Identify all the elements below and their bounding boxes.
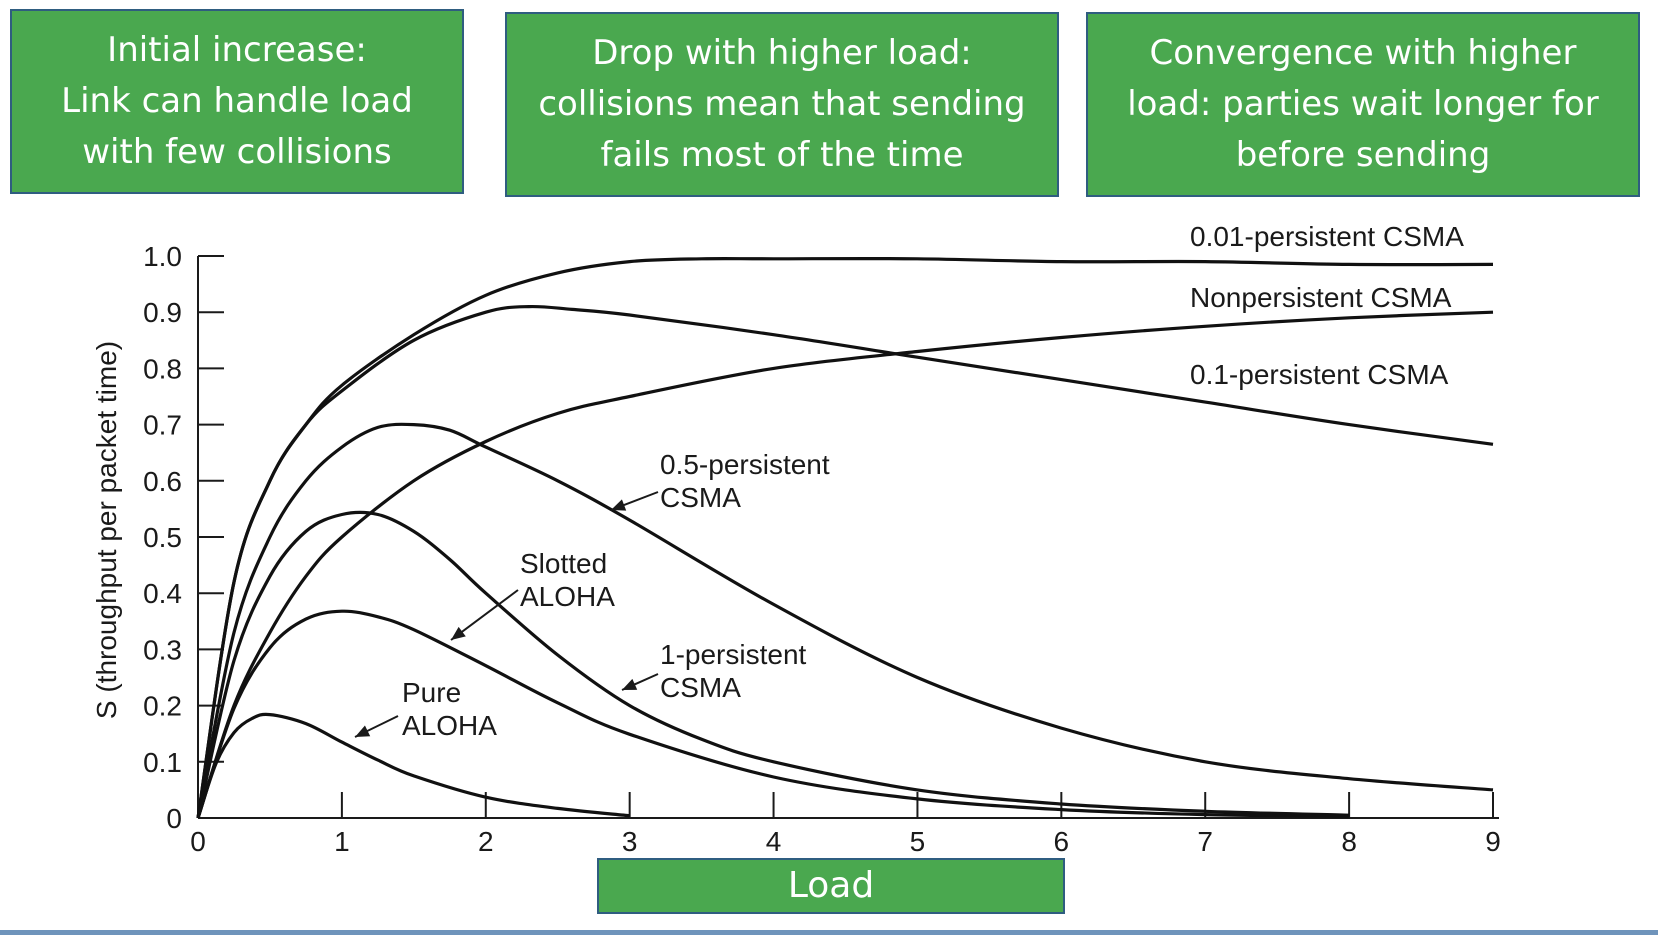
series-label-1-persistent-csma: 1-persistent	[660, 639, 807, 670]
callout-line: Initial increase:	[107, 30, 367, 70]
series-label-0-1-persistent-csma: 0.1-persistent CSMA	[1190, 359, 1449, 390]
x-tick-label: 7	[1197, 826, 1213, 857]
series-label-slotted-aloha: Slotted	[520, 548, 607, 579]
series-label-0-5-persistent-csma: CSMA	[660, 482, 741, 513]
series-label-pure-aloha: ALOHA	[402, 710, 497, 741]
y-tick-label: 1.0	[143, 241, 182, 272]
series-line-slotted-aloha	[196, 609, 1350, 819]
callout-initial-increase: Initial increase: Link can handle load w…	[10, 9, 464, 194]
y-tick-label: 0.7	[143, 410, 182, 441]
callout-line: Drop with higher load:	[592, 33, 972, 73]
callout-drop-with-higher-load: Drop with higher load: collisions mean t…	[505, 12, 1059, 197]
y-tick-label: 0.6	[143, 466, 182, 497]
x-tick-label: 6	[1054, 826, 1070, 857]
y-tick-label: 0.2	[143, 691, 182, 722]
x-tick-label: 0	[190, 826, 206, 857]
label-arrow-head	[622, 678, 638, 690]
callout-line: with few collisions	[82, 132, 392, 172]
series-line-0-1-persistent-csma	[196, 304, 1494, 819]
x-tick-label: 3	[622, 826, 638, 857]
label-arrow-head	[611, 499, 627, 511]
series-label-0-01-persistent-csma: 0.01-persistent CSMA	[1190, 221, 1464, 252]
callout-line: load: parties wait longer for	[1127, 84, 1599, 124]
x-tick-label: 9	[1485, 826, 1501, 857]
label-arrow-head	[451, 626, 466, 640]
series-label-1-persistent-csma: CSMA	[660, 672, 741, 703]
callout-line: Link can handle load	[61, 81, 413, 121]
y-axis-title: S (throughput per packet time)	[91, 341, 122, 719]
label-arrow-head	[355, 725, 371, 737]
series-line-0-01-persistent-csma	[196, 256, 1494, 819]
series-labels: 0.01-persistent CSMA Nonpersistent CSMA 0.…	[354, 221, 1464, 741]
series-label-slotted-aloha: ALOHA	[520, 581, 615, 612]
x-tick-label: 2	[478, 826, 494, 857]
y-tick-label: 0.8	[143, 353, 182, 384]
x-tick-label: 8	[1341, 826, 1357, 857]
series-line-nonpersistent-csma	[196, 310, 1494, 819]
callout-line: collisions mean that sending	[538, 84, 1026, 124]
y-tick-label: 0.9	[143, 297, 182, 328]
x-tick-label: 5	[910, 826, 926, 857]
x-tick-label: 4	[766, 826, 782, 857]
series-label-nonpersistent-csma: Nonpersistent CSMA	[1190, 282, 1452, 313]
x-tick-label: 1	[334, 826, 350, 857]
y-tick-label: 0.4	[143, 578, 182, 609]
x-axis-title: Load	[597, 858, 1065, 914]
y-tick-label: 0.5	[143, 522, 182, 553]
series-label-0-5-persistent-csma: 0.5-persistent	[660, 449, 830, 480]
axis-ticks: 0 0.1 0.2 0.3 0.4 0.5 0.6 0.7 0.8 0.9 1.0 0 1 2 3 4 5 6 7 8…	[143, 241, 1501, 857]
y-tick-label: 0.1	[143, 747, 182, 778]
callout-line: fails most of the time	[600, 135, 964, 175]
callout-line: Convergence with higher	[1149, 33, 1577, 73]
series-line-0-5-persistent-csma	[196, 422, 1494, 819]
callout-convergence: Convergence with higher load: parties wa…	[1086, 12, 1640, 197]
series-line-1-persistent-csma	[196, 510, 1350, 819]
series-line-pure-aloha	[196, 712, 630, 819]
callout-line: before sending	[1235, 135, 1491, 175]
chart-axes	[197, 256, 1499, 819]
series-label-pure-aloha: Pure	[402, 677, 461, 708]
bottom-divider	[0, 930, 1658, 935]
y-tick-label: 0.3	[143, 634, 182, 665]
y-tick-label: 0	[166, 803, 182, 834]
series-curves	[196, 256, 1494, 819]
